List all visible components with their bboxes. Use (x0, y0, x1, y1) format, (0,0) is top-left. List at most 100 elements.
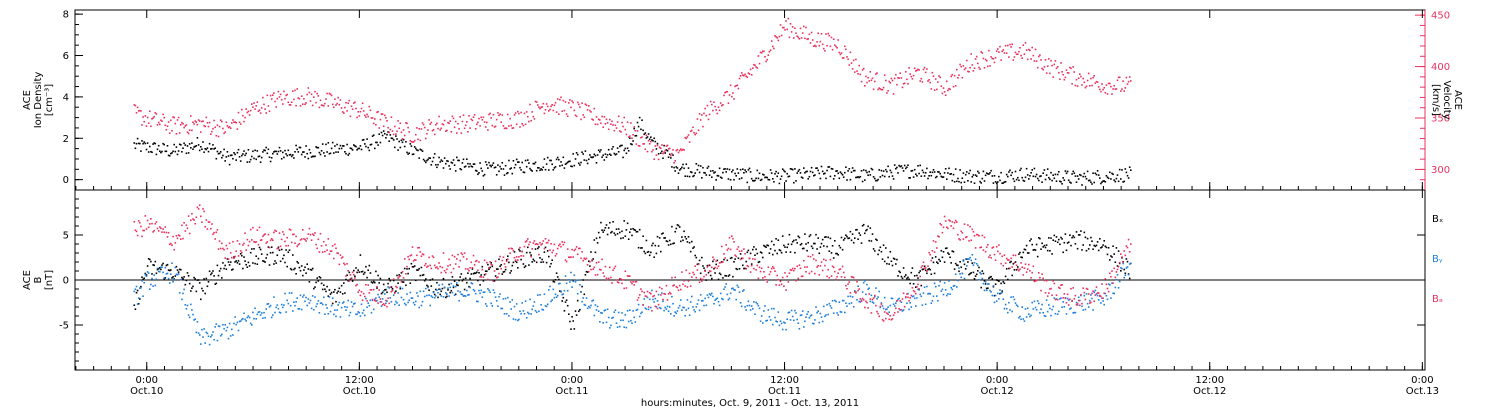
data-point (663, 309, 665, 312)
data-point (931, 257, 934, 259)
data-point (212, 233, 214, 236)
data-point (960, 230, 962, 233)
data-point (419, 290, 422, 293)
data-point (1022, 44, 1025, 46)
data-point (787, 243, 790, 246)
data-point (938, 236, 940, 238)
data-point (443, 269, 446, 272)
data-point (353, 144, 355, 146)
data-point (228, 126, 231, 128)
data-point (251, 324, 253, 326)
data-point (701, 280, 703, 282)
data-point (481, 268, 484, 271)
data-point (519, 166, 521, 169)
data-point (493, 126, 496, 128)
data-point (178, 268, 181, 271)
data-point (351, 280, 354, 282)
data-point (422, 290, 425, 293)
data-point (1125, 258, 1128, 260)
data-point (673, 315, 675, 317)
data-point (1109, 284, 1111, 286)
data-point (488, 268, 490, 271)
data-point (431, 160, 434, 163)
data-point (660, 250, 662, 253)
data-point (623, 220, 625, 222)
data-point (719, 176, 722, 179)
data-point (452, 285, 455, 287)
data-point (593, 314, 596, 317)
data-point (349, 278, 352, 281)
data-point (966, 59, 968, 62)
legend-by: Bᵧ (1432, 254, 1443, 265)
data-point (1063, 179, 1066, 181)
data-point (636, 121, 639, 124)
data-point (980, 182, 982, 184)
data-point (1001, 291, 1003, 294)
data-point (829, 258, 832, 261)
data-point (440, 127, 443, 130)
data-point (808, 33, 811, 36)
data-point (584, 103, 587, 105)
data-point (817, 169, 819, 172)
data-point (769, 169, 772, 171)
data-point (942, 226, 945, 229)
data-point (400, 280, 403, 283)
data-point (388, 302, 390, 305)
data-point (1102, 180, 1104, 182)
data-point (378, 289, 380, 291)
data-point (429, 157, 431, 159)
data-point (309, 152, 312, 154)
data-point (810, 31, 813, 34)
data-point (263, 103, 265, 106)
data-point (236, 262, 239, 264)
data-point (948, 253, 950, 255)
data-point (375, 141, 377, 144)
data-point (627, 238, 630, 240)
data-point (580, 118, 582, 121)
data-point (1054, 240, 1057, 242)
data-point (564, 259, 567, 261)
data-point (977, 170, 979, 173)
data-point (878, 169, 880, 171)
data-point (1117, 76, 1120, 79)
data-point (613, 152, 616, 155)
data-point (733, 98, 735, 100)
data-point (929, 293, 931, 295)
data-point (1121, 88, 1123, 90)
data-point (593, 239, 596, 241)
data-point (798, 328, 801, 330)
data-point (872, 297, 875, 299)
data-point (912, 176, 915, 178)
data-point (654, 305, 657, 308)
data-point (967, 258, 969, 260)
data-point (309, 233, 312, 236)
data-point (908, 177, 910, 179)
data-point (310, 93, 313, 96)
data-point (379, 301, 382, 303)
data-point (926, 285, 928, 288)
data-point (365, 145, 367, 148)
data-point (1074, 311, 1077, 314)
data-point (470, 282, 473, 284)
data-point (445, 162, 447, 165)
data-point (858, 288, 860, 290)
data-point (575, 115, 578, 118)
data-point (428, 289, 430, 291)
data-point (776, 252, 778, 255)
data-point (260, 312, 263, 314)
data-point (202, 208, 204, 210)
data-point (233, 152, 235, 154)
data-point (767, 309, 770, 311)
bottom-series-layer (133, 204, 1132, 346)
data-point (357, 111, 359, 113)
data-point (880, 303, 883, 305)
data-point (799, 314, 802, 317)
data-point (1115, 247, 1118, 249)
data-point (325, 98, 327, 100)
data-point (216, 264, 219, 267)
data-point (1116, 274, 1119, 276)
data-point (153, 274, 155, 276)
data-point (1012, 59, 1015, 61)
data-point (1087, 179, 1090, 182)
top-right-ylabel-line-1: ACE (1452, 90, 1463, 110)
